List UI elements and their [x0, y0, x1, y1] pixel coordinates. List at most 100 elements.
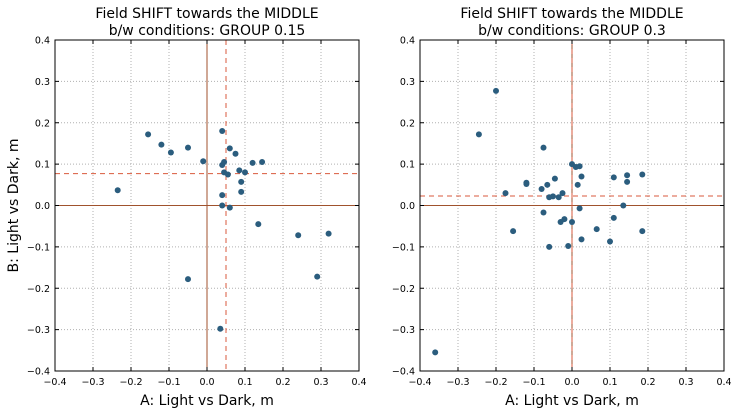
y-tick-label: −0.1 — [27, 242, 50, 253]
data-point — [510, 228, 517, 235]
data-point — [221, 159, 228, 166]
data-point — [219, 192, 226, 199]
data-point — [167, 149, 174, 156]
data-point — [314, 273, 321, 280]
chart-panel-2: −0.4 −0.3 −0.2 −0.1 0.0 0.1 0.2 0.3 0.4 −0.4 −0.3 −… — [392, 6, 732, 409]
data-point — [561, 216, 568, 223]
y-tick-label: −0.3 — [392, 325, 415, 336]
y-tick-label: 0.3 — [400, 77, 415, 88]
data-point — [538, 185, 545, 192]
y-tick-label: −0.4 — [27, 367, 50, 378]
data-point — [610, 174, 617, 181]
data-point — [238, 188, 245, 195]
data-point — [639, 171, 646, 178]
x-tick-label: 0.4 — [716, 377, 731, 388]
x-tick-label: −0.3 — [446, 377, 469, 388]
data-point — [569, 219, 575, 226]
data-point — [639, 228, 646, 235]
data-point — [217, 325, 224, 332]
y-tick-label: −0.3 — [27, 325, 50, 336]
y-tick-label: 0.2 — [400, 118, 415, 129]
data-point — [325, 230, 332, 237]
data-point — [624, 178, 631, 185]
data-point — [145, 131, 152, 138]
data-point — [232, 150, 239, 157]
data-point — [610, 214, 617, 221]
y-tick-label: 0.3 — [35, 77, 50, 88]
data-point — [620, 202, 627, 209]
x-tick-label: −0.1 — [157, 377, 180, 388]
y-tick-label: 0.4 — [35, 36, 50, 47]
chart-subtitle: b/w conditions: GROUP 0.3 — [478, 23, 666, 39]
data-point — [259, 159, 266, 166]
x-tick-label: 0.1 — [602, 377, 617, 388]
y-tick-label: −0.2 — [27, 284, 50, 295]
data-point — [565, 243, 572, 250]
data-point — [185, 144, 191, 151]
data-point — [493, 87, 499, 94]
data-point — [255, 221, 262, 228]
data-point — [550, 193, 556, 200]
x-tick-label: 0.3 — [678, 377, 693, 388]
data-point — [475, 131, 482, 138]
data-point — [578, 173, 585, 180]
x-tick-label: 0.4 — [351, 377, 366, 388]
data-point — [544, 181, 551, 188]
data-point — [224, 171, 231, 178]
chart-title: Field SHIFT towards the MIDDLE — [460, 6, 683, 22]
x-axis-label: A: Light vs Dark, m — [140, 393, 274, 409]
x-tick-label: −0.1 — [522, 377, 545, 388]
y-tick-label: 0.1 — [35, 160, 50, 171]
data-point — [295, 232, 302, 239]
x-tick-label: −0.2 — [119, 377, 142, 388]
y-tick-label: −0.2 — [392, 284, 415, 295]
data-point — [226, 145, 233, 152]
data-point — [576, 205, 583, 212]
chart-panel-1: −0.4 −0.3 −0.2 −0.1 0.0 0.1 0.2 0.3 0.4 −0.4 −0.3 −… — [6, 6, 367, 409]
x-axis-label: A: Light vs Dark, m — [505, 393, 639, 409]
data-point — [114, 187, 121, 194]
data-point — [242, 169, 248, 176]
y-tick-label: 0.1 — [400, 160, 415, 171]
x-tick-label: −0.4 — [43, 377, 66, 388]
x-tick-label: 0.3 — [313, 377, 328, 388]
data-point — [158, 141, 165, 148]
x-tick-label: 0.1 — [237, 377, 252, 388]
x-tick-label: −0.4 — [408, 377, 431, 388]
y-tick-label: 0.4 — [400, 36, 415, 47]
data-point — [540, 209, 547, 216]
data-point — [559, 190, 566, 197]
data-point — [540, 144, 547, 151]
data-point — [555, 194, 562, 201]
data-point — [249, 159, 256, 166]
x-tick-label: −0.3 — [81, 377, 104, 388]
x-tick-label: 0.2 — [640, 377, 655, 388]
data-point — [576, 163, 583, 170]
data-point — [551, 175, 558, 182]
data-point — [546, 243, 553, 250]
data-point — [185, 276, 191, 283]
data-point — [578, 236, 585, 243]
x-tick-label: −0.2 — [484, 377, 507, 388]
data-point — [226, 204, 233, 211]
data-point — [219, 202, 226, 209]
data-point — [593, 226, 600, 233]
y-tick-label: −0.4 — [392, 367, 415, 378]
y-tick-label: 0.0 — [35, 201, 50, 212]
chart-subtitle: b/w conditions: GROUP 0.15 — [109, 23, 306, 39]
x-tick-label: 0.2 — [275, 377, 290, 388]
data-point — [607, 238, 613, 245]
data-point — [502, 190, 509, 197]
y-axis-label: B: Light vs Dark, m — [6, 139, 22, 273]
y-tick-label: −0.1 — [392, 242, 415, 253]
x-tick-label: 0.0 — [564, 377, 579, 388]
data-point — [236, 167, 243, 174]
data-point — [219, 128, 226, 135]
data-point — [200, 158, 207, 165]
data-point — [574, 181, 581, 188]
y-tick-label: 0.0 — [400, 201, 415, 212]
data-point — [432, 349, 439, 356]
data-point — [238, 178, 245, 185]
